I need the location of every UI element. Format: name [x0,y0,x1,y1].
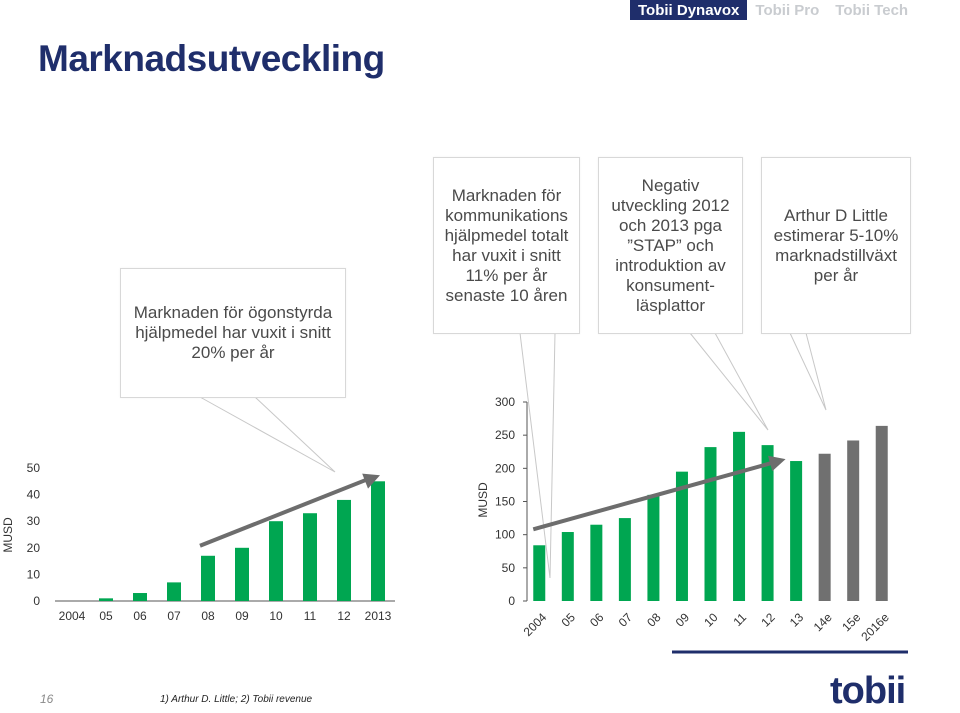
bar-07 [167,582,181,601]
bar-2013 [371,481,385,601]
y-tick-label: 150 [495,495,515,509]
y-tick-label: 50 [27,461,41,475]
bar-12 [337,499,351,601]
callout-negative-development: Negativ utveckling 2012 och 2013 pga ”ST… [598,157,743,334]
bar-11 [303,513,317,601]
x-tick-label: 11 [304,609,317,623]
y-tick-label: 200 [495,461,515,475]
x-tick-label: 12 [337,609,351,623]
callout-communication-aids-text: Marknaden för kommunikations hjälpmedel … [444,185,569,305]
bar-08 [201,555,215,601]
trend-arrow-head [768,455,786,472]
y-tick-label: 100 [495,528,515,542]
top-nav: Tobii Dynavox Tobii Pro Tobii Tech [630,0,960,20]
x-tick-label: 05 [99,609,113,623]
callout-pointer-3 [689,332,769,431]
callout-adl-estimate-text: Arthur D Little estimerar 5-10% marknads… [773,205,899,285]
bar-10 [269,521,283,601]
trend-arrow-head [362,473,380,489]
y-tick-label: 20 [27,541,41,555]
trend-arrow-line [199,476,371,548]
footnote: 1) Arthur D. Little; 2) Tobii revenue [160,694,313,705]
y-tick-label: 250 [495,428,515,442]
callout-negative-development-text: Negativ utveckling 2012 och 2013 pga ”ST… [611,175,730,315]
bar-09 [675,471,688,601]
callout-eye-tracking-text: Marknaden för ögonstyrda hjälpmedel har … [133,303,333,362]
y-tick-label: 0 [33,594,40,608]
bar-05 [99,598,113,601]
bar-13 [790,461,803,601]
nav-tab-pro[interactable]: Tobii Pro [755,2,820,19]
bar-08 [647,494,660,601]
nav-tab-dynavox[interactable]: Tobii Dynavox [630,0,748,20]
callout-communication-aids: Marknaden för kommunikations hjälpmedel … [433,157,580,334]
y-axis-label: MUSD [476,482,490,518]
x-tick-label: 2004 [59,609,86,623]
x-tick-label: 2013 [365,609,392,623]
y-tick-label: 40 [27,488,41,502]
y-axis-label: MUSD [1,517,15,553]
bar-06 [133,593,147,601]
callout-pointer-2 [519,332,556,579]
x-tick-label: 08 [201,609,215,623]
bar-2016e [875,425,888,601]
nav-tab-tech[interactable]: Tobii Tech [835,2,909,19]
y-tick-label: 0 [508,594,515,608]
callout-adl-estimate: Arthur D Little estimerar 5-10% marknads… [761,157,911,334]
y-tick-label: 300 [495,395,515,409]
bar-12 [761,445,774,601]
bar-07 [618,518,631,601]
page-title: Marknadsutveckling [38,38,385,79]
y-tick-label: 50 [502,561,516,575]
x-tick-label: 09 [235,609,249,623]
tobii-logo: tobii [830,670,906,712]
bar-14e [818,453,831,601]
bar-10 [704,447,717,601]
bar-05 [561,532,574,601]
bar-09 [235,547,249,601]
y-tick-label: 30 [27,514,41,528]
x-tick-label: 06 [133,609,147,623]
y-tick-label: 10 [27,567,41,581]
x-tick-label: 07 [167,609,181,623]
page-number: 16 [40,692,54,706]
bar-06 [590,524,603,601]
callout-pointer-4 [789,332,827,411]
callout-pointer-1 [199,396,336,473]
callout-eye-tracking: Marknaden för ögonstyrda hjälpmedel har … [120,268,346,398]
bar-15e [847,440,860,601]
x-tick-label: 10 [269,609,283,623]
bar-2004 [533,545,546,601]
trend-arrow-line [532,460,775,532]
